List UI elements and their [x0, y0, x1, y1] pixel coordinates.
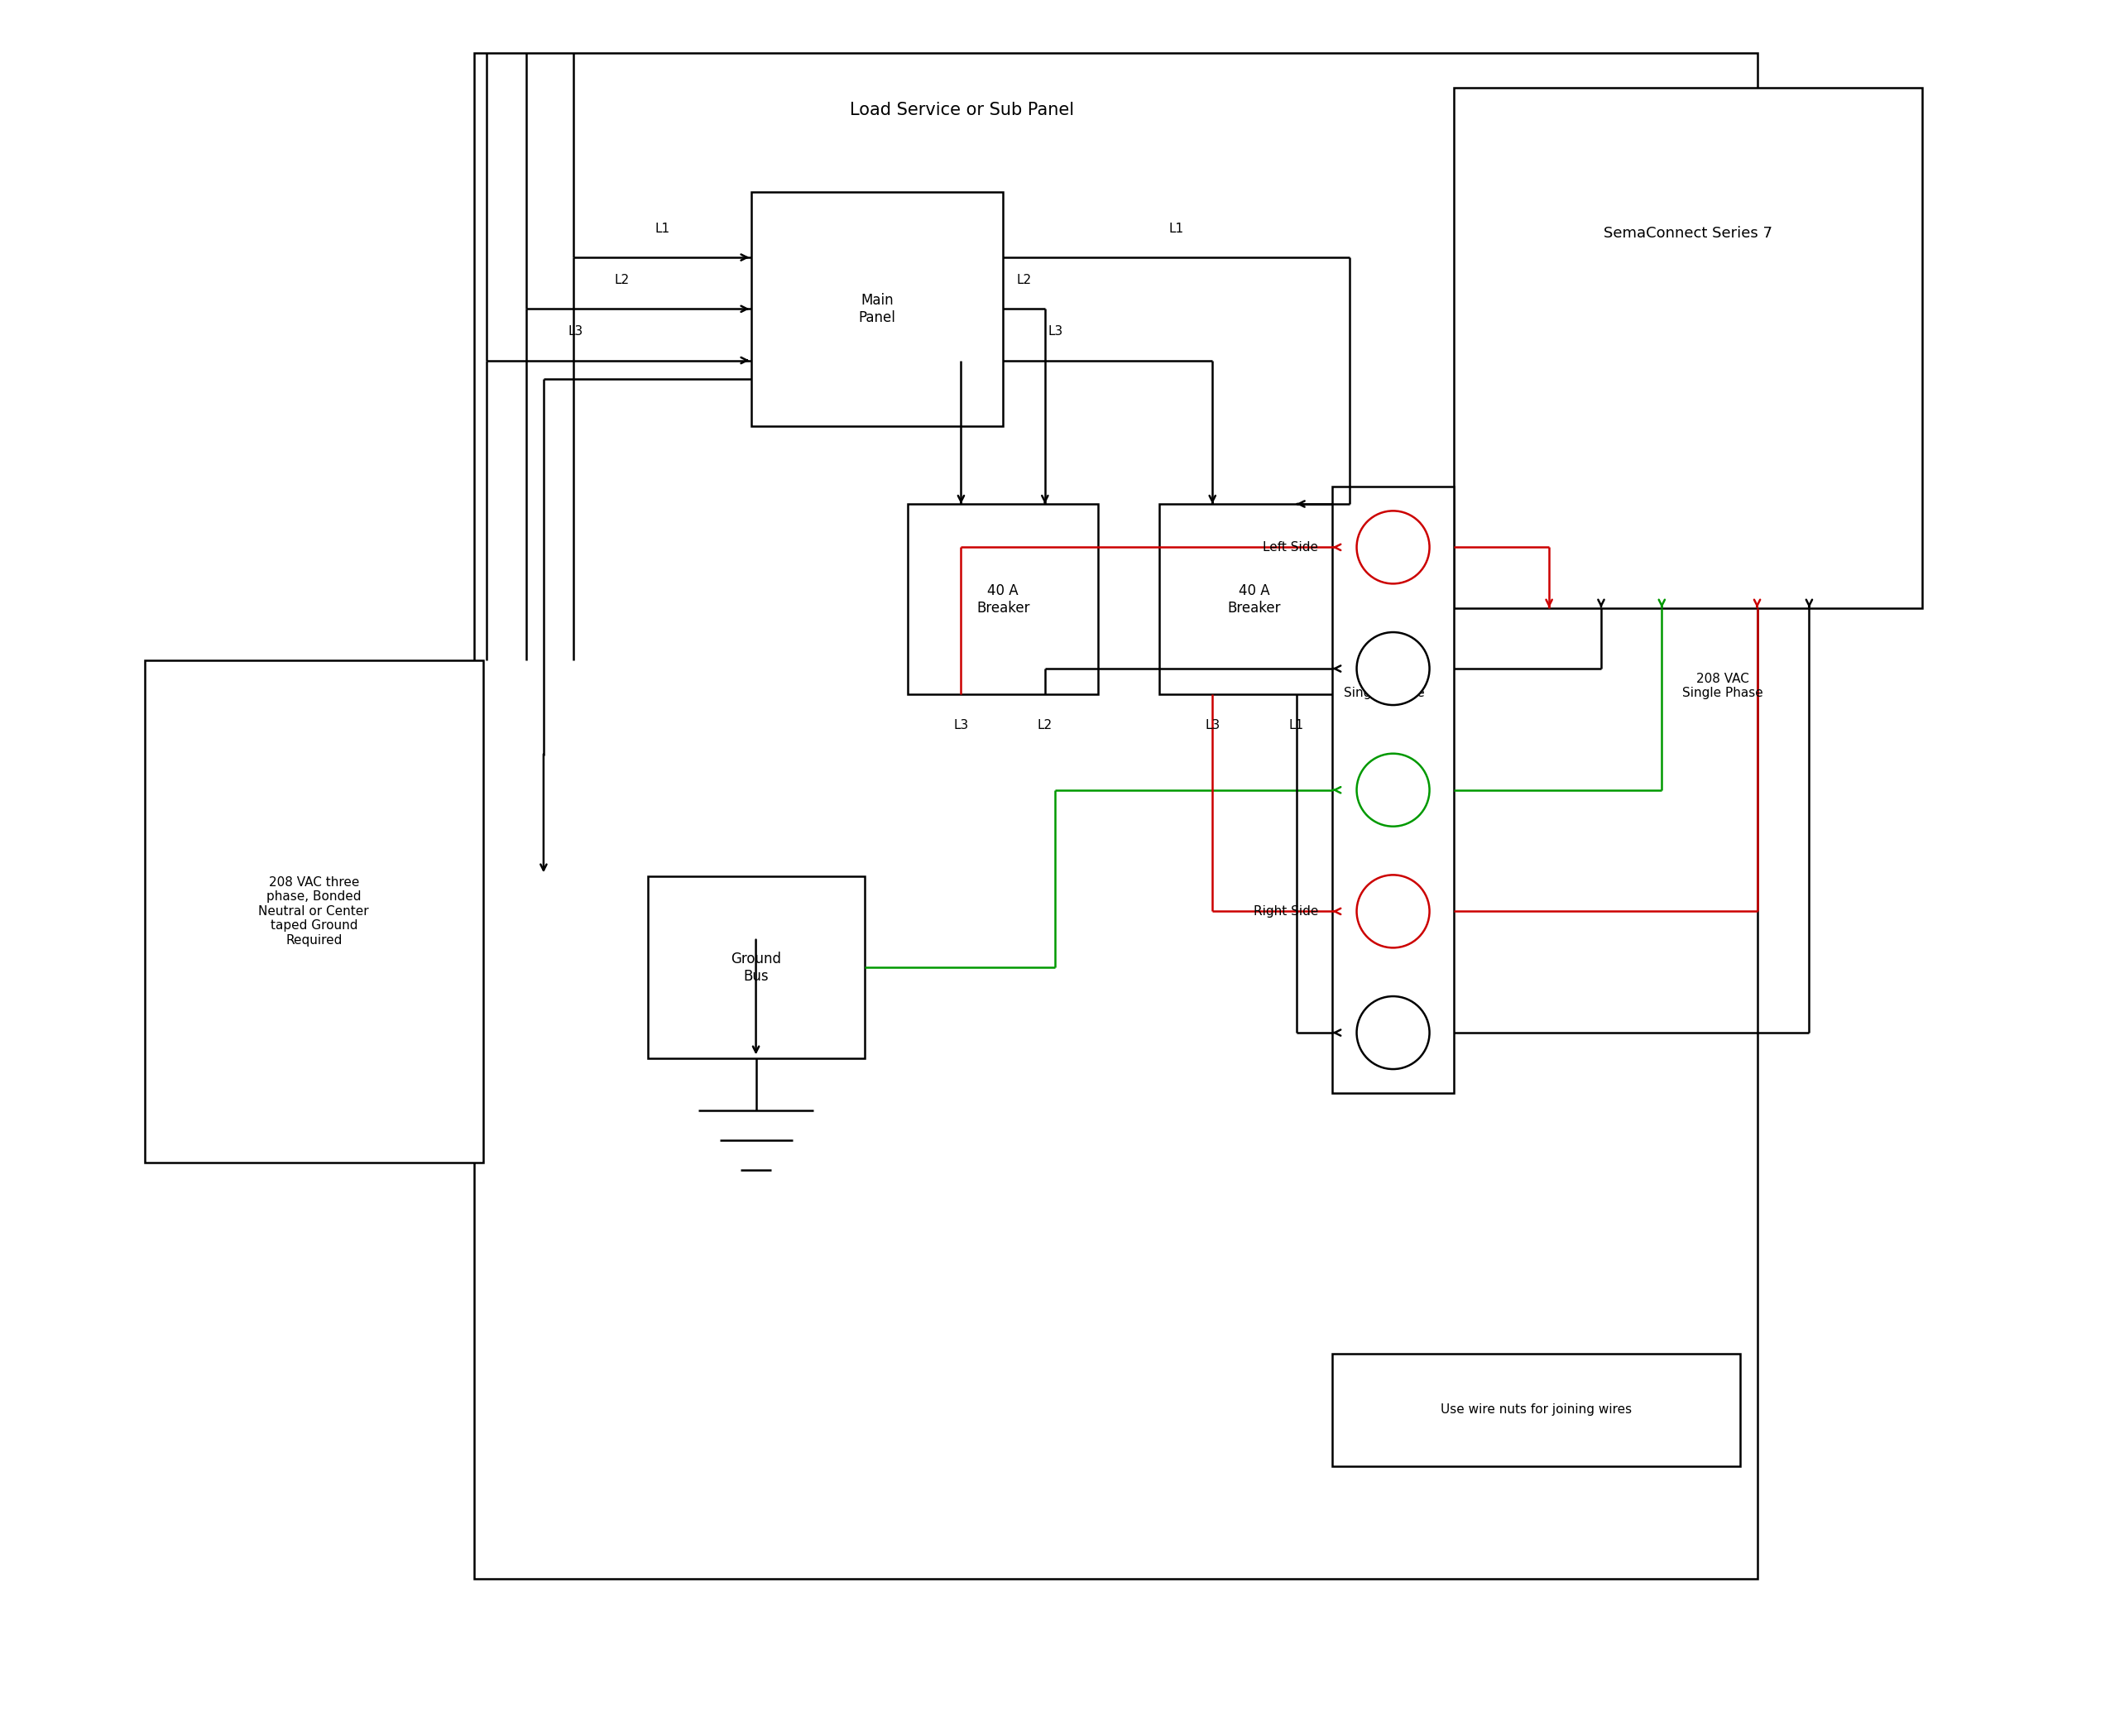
Text: L1: L1 [1289, 719, 1304, 731]
Circle shape [1357, 632, 1428, 705]
Bar [648, 877, 865, 1059]
Bar [146, 660, 483, 1163]
Text: L2: L2 [1038, 719, 1053, 731]
Text: Ground
Bus: Ground Bus [730, 951, 781, 984]
Text: L1: L1 [654, 222, 669, 234]
Text: SemaConnect Series 7: SemaConnect Series 7 [1604, 226, 1772, 241]
Text: Use wire nuts for joining wires: Use wire nuts for joining wires [1441, 1404, 1631, 1417]
Circle shape [1357, 996, 1428, 1069]
Bar [1331, 486, 1454, 1094]
Text: L2: L2 [1017, 274, 1032, 286]
Bar [475, 54, 1758, 1578]
Text: Right Side: Right Side [1253, 904, 1319, 918]
Text: Left Side: Left Side [1264, 542, 1319, 554]
Text: 208 VAC three
phase, Bonded
Neutral or Center
taped Ground
Required: 208 VAC three phase, Bonded Neutral or C… [260, 877, 369, 946]
Bar [751, 193, 1002, 425]
Text: Load Service or Sub Panel: Load Service or Sub Panel [850, 102, 1074, 118]
Text: 40 A
Breaker: 40 A Breaker [1228, 583, 1281, 615]
Circle shape [1357, 753, 1428, 826]
Text: 208 VAC
Single Phase: 208 VAC Single Phase [1682, 672, 1764, 700]
Bar [907, 503, 1099, 694]
Bar [1454, 89, 1922, 608]
Circle shape [1357, 875, 1428, 948]
Text: Main
Panel: Main Panel [859, 293, 897, 325]
Text: L3: L3 [954, 719, 968, 731]
Text: L3: L3 [568, 325, 582, 339]
Text: 208 VAC
Single Phase: 208 VAC Single Phase [1344, 672, 1424, 700]
Text: L3: L3 [1049, 325, 1063, 339]
Text: L1: L1 [1169, 222, 1184, 234]
Text: L3: L3 [1205, 719, 1220, 731]
Text: L2: L2 [614, 274, 629, 286]
Text: 40 A
Breaker: 40 A Breaker [977, 583, 1030, 615]
Circle shape [1357, 510, 1428, 583]
Bar [1158, 503, 1350, 694]
Bar [1331, 1354, 1741, 1467]
